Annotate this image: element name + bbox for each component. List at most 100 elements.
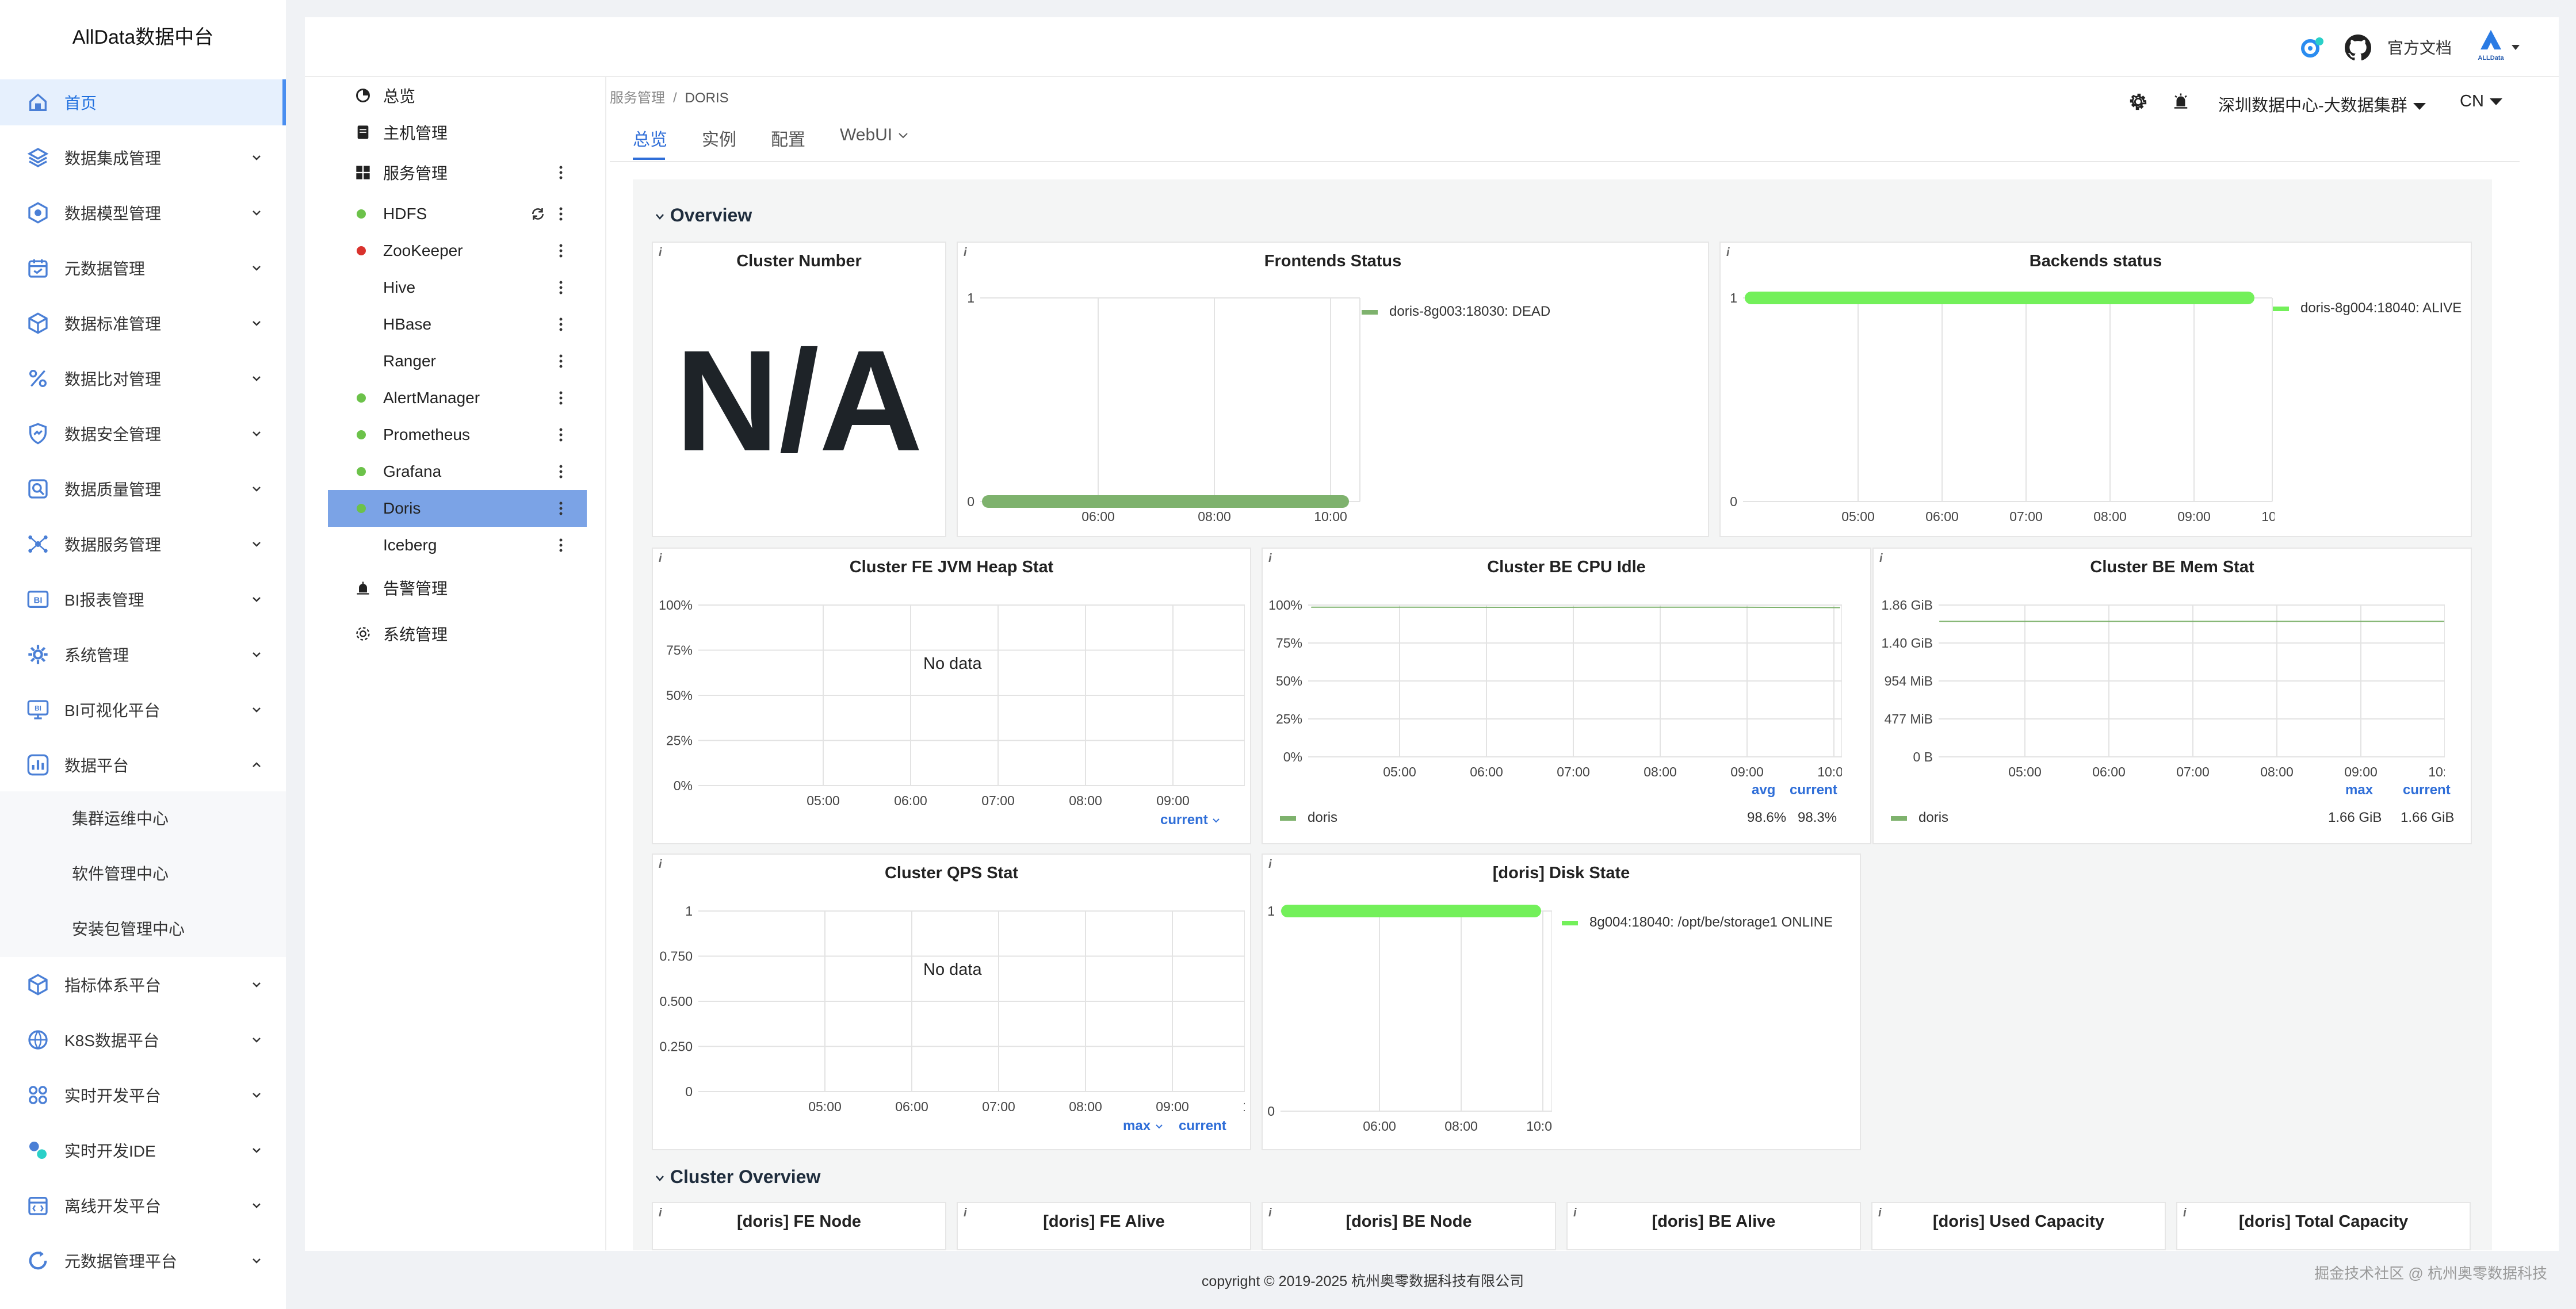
refresh-icon[interactable] — [529, 205, 546, 223]
info-icon[interactable]: i — [1268, 1207, 1272, 1219]
calendar-icon — [25, 255, 51, 281]
sidebar-item-15[interactable]: 实时开发平台 — [0, 1072, 286, 1118]
breadcrumb-parent[interactable]: 服务管理 — [610, 90, 665, 106]
sidebar-item-5[interactable]: 数据比对管理 — [0, 355, 286, 401]
sidebar-item-label: 离线开发平台 — [64, 1197, 162, 1215]
legend-head-current[interactable]: current — [1790, 782, 1837, 798]
settings-icon[interactable] — [2128, 92, 2148, 112]
legend-head-avg[interactable]: avg — [1752, 782, 1776, 798]
guide-icon[interactable] — [2296, 31, 2329, 63]
cluster-select[interactable]: 深圳数据中心-大数据集群 — [2218, 92, 2427, 116]
tree-system[interactable]: 系统管理 — [328, 615, 587, 652]
info-icon[interactable]: i — [1726, 246, 1730, 259]
info-icon[interactable]: i — [964, 1207, 967, 1219]
info-icon[interactable]: i — [1573, 1207, 1577, 1219]
x-tick-label: 09:00 — [1156, 793, 1190, 808]
y-tick-label: 1 — [1730, 290, 1737, 305]
sidebar-item-12[interactable]: 数据平台 — [0, 742, 286, 788]
tab-instances[interactable]: 实例 — [702, 131, 736, 150]
x-tick-label: 07:00 — [982, 1099, 1015, 1114]
sidebar-item-8[interactable]: 数据服务管理 — [0, 521, 286, 567]
row-cluster-overview[interactable]: Cluster Overview — [655, 1166, 820, 1188]
legend-item[interactable]: doris — [1280, 810, 1337, 826]
avatar[interactable]: ALLData — [2474, 25, 2543, 71]
info-icon[interactable]: i — [2183, 1207, 2187, 1219]
service-item-hive[interactable]: Hive — [328, 269, 587, 306]
more-icon[interactable] — [552, 464, 570, 479]
sidebar-item-2[interactable]: 数据模型管理 — [0, 190, 286, 236]
service-item-prometheus[interactable]: Prometheus — [328, 416, 587, 453]
more-icon[interactable] — [552, 280, 570, 295]
info-icon[interactable]: i — [659, 552, 662, 565]
sidebar-item-13[interactable]: 指标体系平台 — [0, 962, 286, 1008]
more-icon[interactable] — [552, 243, 570, 258]
tree-overview[interactable]: 总览 — [328, 77, 587, 114]
more-icon[interactable] — [552, 391, 570, 405]
legend-head-max[interactable]: max — [2345, 782, 2374, 798]
alarm-icon[interactable] — [2172, 92, 2189, 109]
sidebar-item-14[interactable]: K8S数据平台 — [0, 1017, 286, 1063]
language-select[interactable]: CN — [2460, 92, 2504, 111]
panel-be-mem-stat: i Cluster BE Mem Stat max current doris … — [1872, 548, 2472, 844]
legend-sort-current[interactable]: current — [1160, 812, 1221, 828]
service-item-alertmanager[interactable]: AlertManager — [328, 380, 587, 416]
tab-config[interactable]: 配置 — [771, 131, 805, 150]
tab-webui[interactable]: WebUI — [840, 125, 909, 145]
info-icon[interactable]: i — [659, 246, 662, 259]
more-icon[interactable] — [552, 501, 570, 516]
submenu-item-0[interactable]: 集群运维中心 — [72, 810, 169, 828]
submenu-item-1[interactable]: 软件管理中心 — [72, 865, 169, 883]
panel-cluster-number: i Cluster Number N/A — [652, 242, 946, 537]
sidebar-item-18[interactable]: 元数据管理平台 — [0, 1238, 286, 1284]
info-icon[interactable]: i — [1878, 1207, 1882, 1219]
submenu-item-2[interactable]: 安装包管理中心 — [72, 920, 185, 938]
sidebar-item-7[interactable]: 数据质量管理 — [0, 466, 286, 512]
sidebar-item-3[interactable]: 元数据管理 — [0, 245, 286, 291]
more-icon[interactable] — [552, 165, 570, 180]
service-item-hdfs[interactable]: HDFS — [328, 196, 587, 232]
legend-item[interactable]: doris — [1891, 810, 1948, 826]
sidebar-item-6[interactable]: 数据安全管理 — [0, 411, 286, 457]
service-item-iceberg[interactable]: Iceberg — [328, 527, 587, 564]
sidebar-item-10[interactable]: 系统管理 — [0, 631, 286, 678]
legend-head-current[interactable]: current — [2403, 782, 2451, 798]
tree-services[interactable]: 服务管理 — [328, 154, 587, 191]
sidebar-item-11[interactable]: BI BI可视化平台 — [0, 687, 286, 733]
row-overview[interactable]: Overview — [655, 205, 752, 226]
info-icon[interactable]: i — [1268, 552, 1272, 565]
legend-current-value: 98.3% — [1798, 810, 1837, 825]
service-item-hbase[interactable]: HBase — [328, 306, 587, 343]
cube-icon — [25, 311, 51, 336]
info-icon[interactable]: i — [964, 246, 967, 259]
legend-item[interactable]: doris-8g004:18040: ALIVE — [2273, 300, 2462, 316]
tab-overview[interactable]: 总览 — [633, 131, 667, 150]
legend-sort-max[interactable]: max — [1123, 1118, 1164, 1134]
tree-alerts[interactable]: 告警管理 — [328, 569, 587, 606]
github-icon[interactable] — [2345, 35, 2371, 61]
info-icon[interactable]: i — [1879, 552, 1883, 565]
service-item-zookeeper[interactable]: ZooKeeper — [328, 232, 587, 269]
legend-item[interactable]: doris-8g003:18030: DEAD — [1362, 304, 1550, 320]
docs-link[interactable]: 官方文档 — [2387, 39, 2452, 57]
service-item-grafana[interactable]: Grafana — [328, 453, 587, 490]
service-item-ranger[interactable]: Ranger — [328, 343, 587, 380]
service-item-doris[interactable]: Doris — [328, 490, 587, 527]
sidebar-item-16[interactable]: 实时开发IDE — [0, 1127, 286, 1173]
info-icon[interactable]: i — [659, 858, 662, 871]
info-icon[interactable]: i — [659, 1207, 662, 1219]
sidebar-item-4[interactable]: 数据标准管理 — [0, 300, 286, 346]
chevron-down-icon — [250, 151, 263, 164]
sidebar-item-17[interactable]: 离线开发平台 — [0, 1182, 286, 1228]
info-icon[interactable]: i — [1268, 858, 1272, 871]
tree-hosts[interactable]: 主机管理 — [328, 114, 587, 151]
more-icon[interactable] — [552, 427, 570, 442]
sidebar-item-0[interactable]: 首页 — [0, 79, 286, 125]
more-icon[interactable] — [552, 206, 570, 221]
more-icon[interactable] — [552, 317, 570, 332]
sidebar-item-1[interactable]: 数据集成管理 — [0, 135, 286, 181]
legend-head-current[interactable]: current — [1179, 1118, 1226, 1134]
more-icon[interactable] — [552, 538, 570, 553]
sidebar-item-9[interactable]: BI BI报表管理 — [0, 576, 286, 622]
more-icon[interactable] — [552, 354, 570, 369]
legend-item[interactable]: 8g004:18040: /opt/be/storage1 ONLINE — [1562, 914, 1833, 931]
